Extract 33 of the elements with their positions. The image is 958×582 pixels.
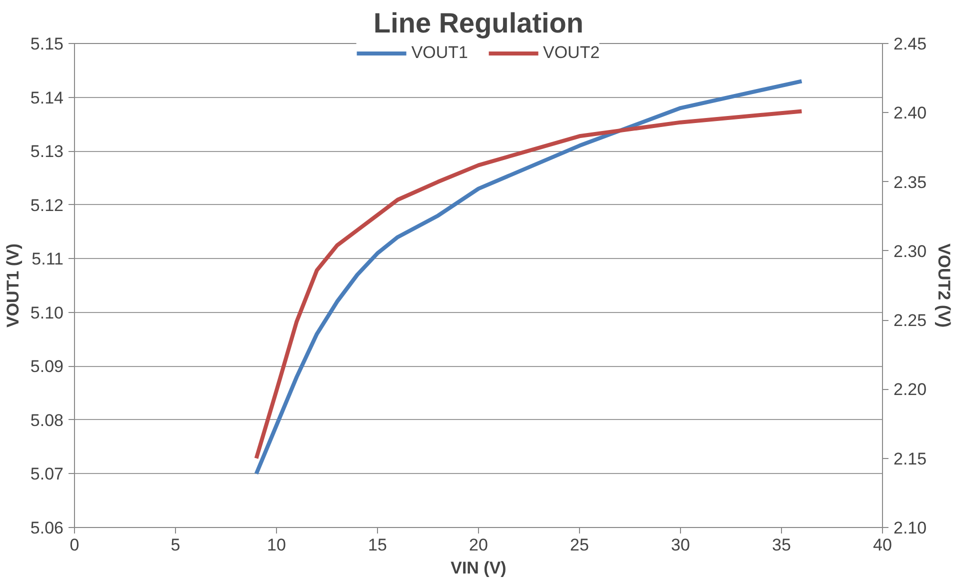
y-tick-label: 5.14	[30, 88, 64, 108]
y-tick-label: 5.11	[32, 250, 64, 269]
x-tick-label: 5	[170, 536, 180, 554]
y2-axis-title: VOUT2 (V)	[934, 243, 954, 328]
x-tick-label: 15	[368, 536, 387, 554]
x-tick-label: 40	[873, 536, 892, 554]
y-tick-label: 5.15	[30, 34, 64, 54]
x-axis-title: VIN (V)	[450, 558, 506, 578]
x-tick-label: 30	[671, 536, 690, 554]
x-tick-label: 10	[267, 536, 286, 554]
legend-label: VOUT1	[411, 43, 468, 63]
x-tick-label: 0	[70, 536, 80, 554]
y2-tick-label: 2.15	[894, 449, 927, 468]
y-tick-label: 5.09	[30, 357, 64, 376]
y-tick-label: 5.08	[30, 410, 64, 430]
y2-tick-label: 2.35	[894, 172, 927, 192]
y2-tick-label: 2.10	[894, 518, 927, 538]
chart-title: Line Regulation	[374, 8, 584, 38]
y2-tick-label: 2.25	[894, 311, 927, 330]
y2-tick-label: 2.45	[894, 34, 927, 54]
y-tick-label: 5.07	[30, 464, 64, 484]
legend-label: VOUT2	[543, 43, 600, 63]
x-tick-label: 20	[469, 536, 488, 554]
x-tick-label: 35	[772, 536, 791, 554]
x-tick-label: 25	[570, 536, 589, 554]
y2-tick-label: 2.40	[894, 104, 927, 123]
y-axis-title: VOUT1 (V)	[3, 243, 22, 328]
y-tick-label: 5.06	[30, 518, 64, 538]
y-tick-label: 5.10	[30, 303, 64, 322]
y-tick-label: 5.13	[30, 142, 64, 162]
y2-tick-label: 2.20	[894, 380, 927, 400]
y2-tick-label: 2.30	[894, 242, 927, 261]
y-tick-label: 5.12	[30, 196, 64, 215]
